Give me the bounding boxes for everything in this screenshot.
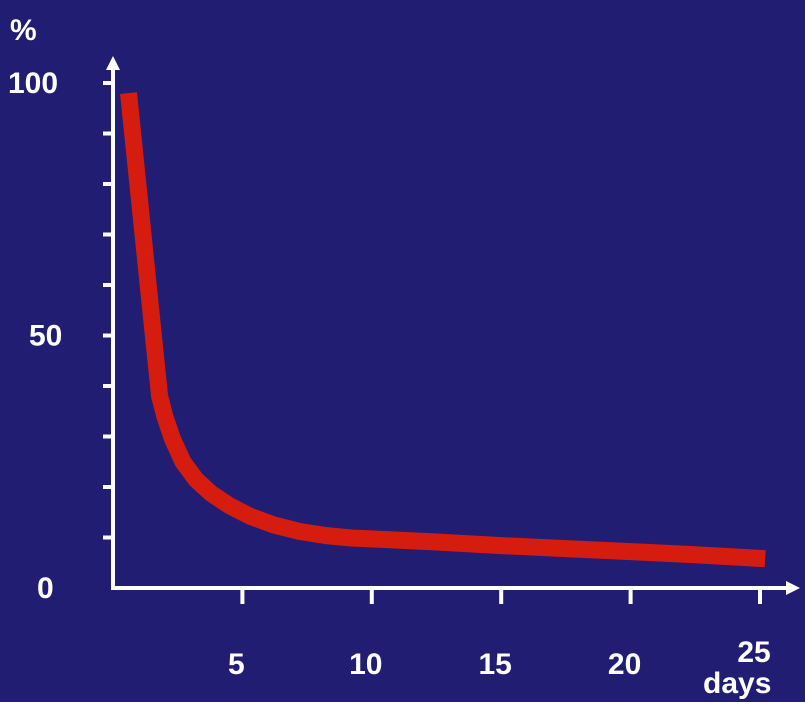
x-axis-label: days: [703, 667, 771, 700]
y-tick-label-100: 100: [8, 67, 58, 100]
y-tick-label-50: 50: [29, 320, 62, 353]
y-tick-label-0: 0: [37, 572, 54, 605]
axis-ticks: 5 10 15 20 25 100 50 0: [8, 67, 771, 681]
series-line-0: [120, 92, 766, 568]
y-axis-arrow: [106, 56, 120, 70]
x-tick-label-10: 10: [349, 648, 382, 681]
series-layer: [120, 92, 766, 568]
y-axis-label: %: [10, 14, 37, 47]
x-tick-label-20: 20: [608, 648, 641, 681]
x-tick-label-15: 15: [479, 648, 512, 681]
x-tick-label-25: 25: [737, 636, 770, 669]
x-tick-label-5: 5: [228, 648, 245, 681]
axes: [106, 56, 800, 595]
x-axis-arrow: [786, 581, 800, 595]
axis-labels: % days: [10, 14, 771, 700]
